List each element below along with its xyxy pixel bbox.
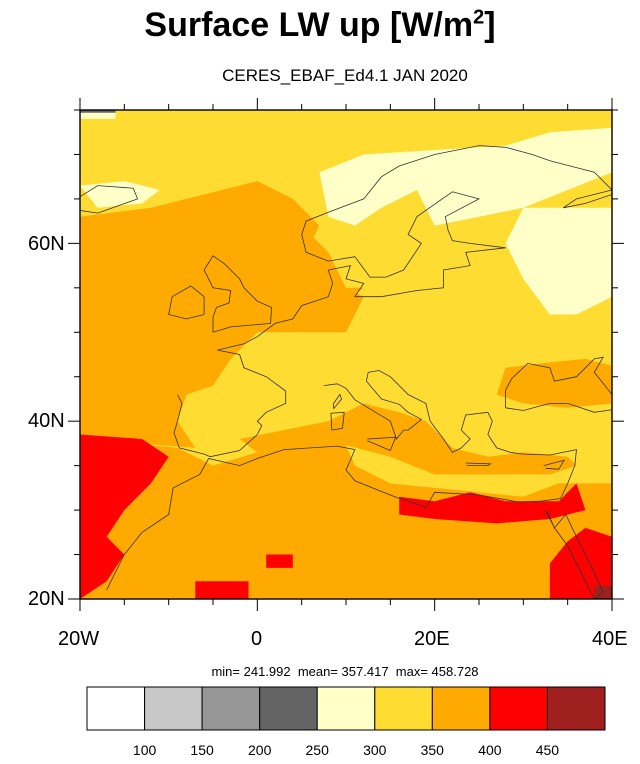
colorbar-swatch — [144, 686, 203, 731]
field-sahara-red-patch-2 — [266, 554, 293, 568]
y-tick-label-20n: 20N — [28, 588, 65, 610]
colorbar-swatch — [489, 686, 548, 731]
coast-crete — [465, 462, 492, 467]
y-tick-label-40n: 40N — [28, 410, 65, 432]
colorbar-label: 250 — [306, 742, 330, 758]
coast-sicily — [367, 436, 397, 452]
x-tick-label-0: 0 — [251, 628, 263, 650]
colorbar: 100 150 200 250 300 350 400 450 — [86, 686, 606, 758]
colorbar-swatch — [316, 686, 376, 731]
colorbar-swatch — [259, 686, 318, 731]
colorbar-label: 400 — [478, 742, 502, 758]
field-russia-pale — [505, 207, 612, 315]
field-black-sea-orange — [496, 358, 612, 408]
field-iceland-pale — [80, 181, 160, 208]
field-sahara-red-patch-1 — [195, 581, 249, 599]
x-tick-label-20e: 20E — [414, 628, 450, 650]
field-scandinavia-pale — [319, 127, 612, 226]
colorbar-swatch — [431, 686, 491, 731]
colorbar-label: 100 — [133, 742, 157, 758]
colorbar-label: 200 — [248, 742, 272, 758]
stats-line: min= 241.992 mean= 357.417 max= 458.728 — [211, 664, 479, 679]
field-western-sahara-red — [80, 434, 169, 599]
colorbar-label: 350 — [421, 742, 445, 758]
x-tick-label-40e: 40E — [592, 628, 628, 650]
coast-ireland — [168, 285, 205, 320]
colorbar-label: 150 — [190, 742, 214, 758]
field-libya-egypt-red — [399, 483, 586, 524]
coast-black-sea — [505, 356, 612, 413]
coast-italy — [106, 370, 577, 591]
coast-great-britain — [203, 255, 272, 333]
coast-iberia — [173, 145, 612, 458]
coast-cyprus — [543, 459, 565, 470]
colorbar-swatch — [374, 686, 433, 731]
colorbar-swatch — [201, 686, 261, 731]
colorbar-swatch — [546, 686, 606, 731]
x-tick-label-20w: 20W — [58, 628, 100, 650]
map-field — [80, 110, 612, 599]
field-north-africa-orange — [80, 439, 612, 599]
colorbar-label: 300 — [363, 742, 387, 758]
colorbar-label: 450 — [536, 742, 560, 758]
chart-subtitle: CERES_EBAF_Ed4.1 JAN 2020 — [222, 66, 468, 85]
field-red-sea-red — [549, 527, 612, 599]
colorbar-swatch — [86, 686, 146, 731]
chart-title: Surface LW up [W/m2] — [144, 6, 496, 44]
coastlines — [80, 145, 612, 599]
coast-sardinia — [330, 411, 345, 431]
coast-red-sea — [545, 509, 604, 599]
coast-corsica — [333, 393, 343, 409]
y-tick-label-60n: 60N — [28, 233, 65, 255]
coast-iceland — [80, 185, 139, 214]
axis-ticks — [68, 98, 624, 611]
field-mediterranean-orange — [239, 403, 577, 475]
